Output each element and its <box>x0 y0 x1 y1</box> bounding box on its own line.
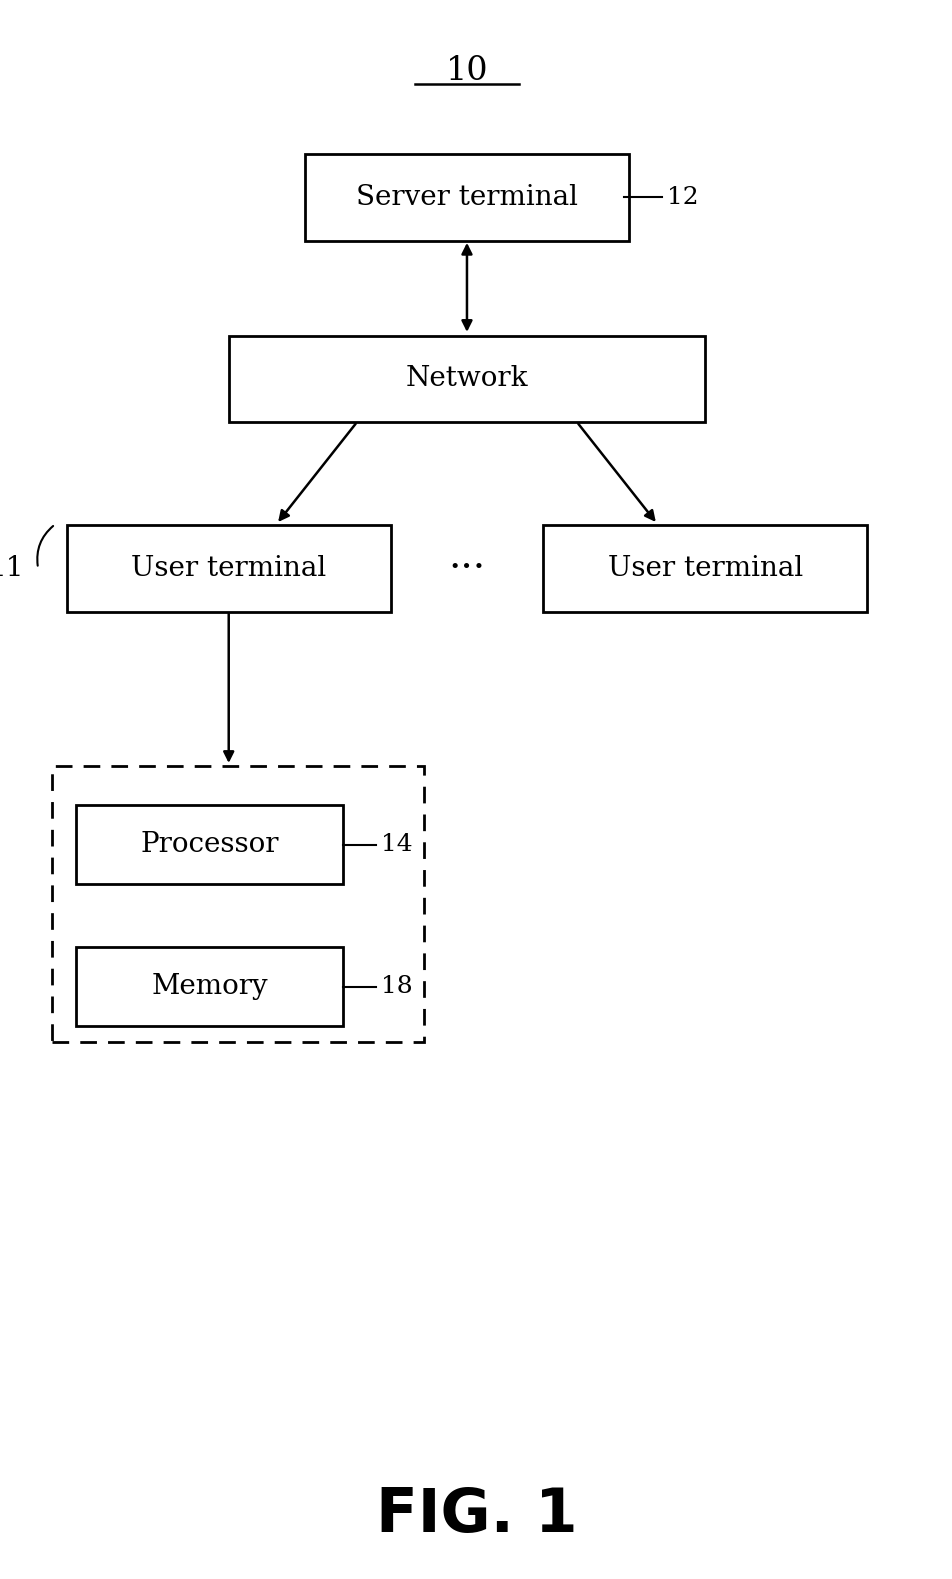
Text: Server terminal: Server terminal <box>356 183 577 212</box>
Bar <box>76 805 343 884</box>
Bar <box>305 153 628 240</box>
Text: 18: 18 <box>381 976 412 998</box>
Text: 11: 11 <box>0 554 24 583</box>
Text: User terminal: User terminal <box>131 554 326 583</box>
Text: User terminal: User terminal <box>607 554 802 583</box>
Text: Network: Network <box>406 365 527 393</box>
Text: Memory: Memory <box>151 973 268 1001</box>
Text: Processor: Processor <box>140 831 279 859</box>
Bar <box>228 335 704 422</box>
Bar <box>52 766 424 1042</box>
Bar <box>76 947 343 1026</box>
Text: ···: ··· <box>448 549 485 587</box>
Text: 12: 12 <box>666 186 698 208</box>
Text: 10: 10 <box>446 55 487 87</box>
Bar <box>67 524 390 611</box>
Bar <box>543 524 866 611</box>
Text: 14: 14 <box>381 834 412 856</box>
Text: FIG. 1: FIG. 1 <box>375 1486 577 1546</box>
